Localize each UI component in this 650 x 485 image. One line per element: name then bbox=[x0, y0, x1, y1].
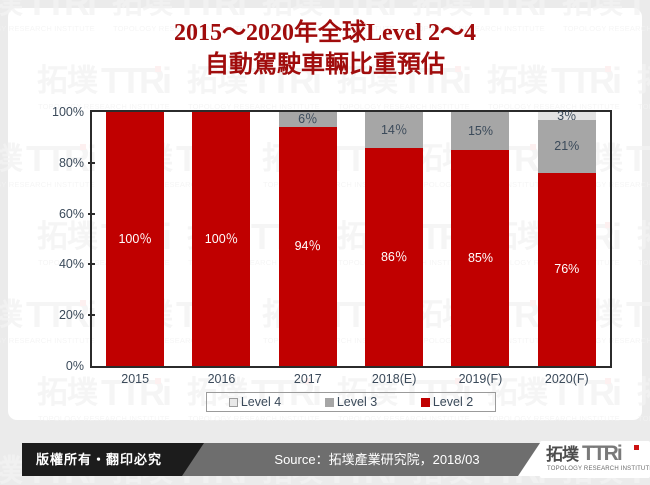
bar-segment-level-2[interactable]: 94％ bbox=[278, 127, 337, 366]
bar-segment-level-2[interactable]: 100％ bbox=[106, 112, 165, 366]
footer: 版權所有・翻印必究 Source：拓墣產業研究院，2018/03 拓墣 TTRi… bbox=[0, 441, 650, 478]
bar-group: 100％ 100％ 6％ 94％ 14％ 86％ 15% 85% 3％ 21% 76% bbox=[92, 108, 610, 366]
legend-swatch-icon bbox=[324, 397, 334, 407]
legend-swatch-icon bbox=[228, 397, 238, 407]
tri-logo-cn: 拓墣 bbox=[546, 445, 579, 464]
x-axis-category-label: 2020(F) bbox=[544, 372, 589, 386]
legend-label: Level 4 bbox=[240, 395, 282, 409]
bar-segment-label: 85% bbox=[467, 250, 493, 265]
stacked-bar-chart: 0% 20% 40% 60% 80% 100% 100％ 100％ 6％ 94％ 14％ 86％ 15… bbox=[8, 100, 642, 420]
bar-segment-label: 6％ bbox=[298, 112, 318, 127]
bar-segment-label: 94％ bbox=[294, 239, 322, 254]
bar-column[interactable]: 100％ bbox=[106, 112, 165, 366]
footer-source-text: Source：拓墣產業研究院，2018/03 bbox=[274, 452, 480, 467]
bar-segment-level-3[interactable]: 14％ bbox=[365, 112, 424, 148]
bar-segment-level-4[interactable]: 3％ bbox=[537, 108, 596, 123]
chart-title: 2015～2020年全球Level 2～4 自動駕駛車輛比重預估 bbox=[8, 17, 642, 81]
bar-segment-level-2[interactable]: 76% bbox=[537, 172, 596, 366]
legend-item-level-3[interactable]: Level 3 bbox=[324, 395, 378, 409]
y-tick-label: 0% bbox=[65, 359, 84, 373]
bar-segment-label: 3％ bbox=[557, 108, 577, 123]
x-axis-category-label: 2017 bbox=[293, 372, 322, 386]
tri-logo: 拓墣 TTRi TOPOLOGY RESEARCH INSTITUTE bbox=[518, 441, 650, 478]
chart-title-line-2: 自動駕駛車輛比重預估 bbox=[205, 52, 445, 78]
bar-segment-label: 100％ bbox=[204, 231, 239, 246]
y-tick-label: 40% bbox=[58, 257, 84, 272]
bar-column[interactable]: 14％ 86％ bbox=[365, 112, 424, 366]
x-axis-labels: 2015 2016 2017 2018(E) 2019(F) 2020(F) bbox=[92, 372, 610, 386]
bar-segment-level-3[interactable]: 15% bbox=[451, 112, 510, 151]
x-axis-category-label: 2018(E) bbox=[371, 372, 417, 386]
bar-segment-label: 86％ bbox=[380, 249, 408, 264]
bar-segment-level-2[interactable]: 100％ bbox=[192, 112, 251, 366]
bar-segment-level-3[interactable]: 6％ bbox=[278, 112, 337, 128]
plot-area bbox=[90, 110, 612, 368]
y-tick-label: 60% bbox=[58, 206, 84, 221]
bar-segment-label: 76% bbox=[554, 262, 580, 277]
y-tick-label: 100% bbox=[52, 105, 84, 119]
tri-logo-subtitle: TOPOLOGY RESEARCH INSTITUTE bbox=[547, 466, 650, 472]
legend-item-level-4[interactable]: Level 4 bbox=[228, 395, 282, 409]
tri-logo-dot-icon bbox=[634, 445, 639, 450]
bar-column[interactable]: 100％ bbox=[192, 112, 251, 366]
legend-label: Level 3 bbox=[336, 395, 378, 409]
bar-segment-level-3[interactable]: 21% bbox=[537, 119, 596, 173]
bar-column[interactable]: 3％ 21% 76% bbox=[537, 108, 596, 366]
bar-column[interactable]: 6％ 94％ bbox=[278, 112, 337, 366]
footer-copyright-text: 版權所有・翻印必究 bbox=[36, 452, 163, 467]
chart-title-line-1: 2015～2020年全球Level 2～4 bbox=[174, 20, 476, 46]
y-tick-label: 20% bbox=[58, 308, 84, 323]
bar-segment-label: 100％ bbox=[118, 231, 152, 246]
x-axis-category-label: 2019(F) bbox=[458, 372, 503, 386]
footer-copyright-bar bbox=[22, 443, 204, 476]
legend-swatch-icon bbox=[420, 397, 430, 407]
bar-segment-level-2[interactable]: 86％ bbox=[365, 147, 424, 366]
y-tick-label: 80% bbox=[58, 155, 84, 170]
bar-segment-label: 14％ bbox=[380, 122, 408, 137]
legend-item-level-2[interactable]: Level 2 bbox=[420, 395, 474, 409]
x-axis-category-label: 2015 bbox=[121, 372, 150, 386]
x-axis-category-label: 2016 bbox=[207, 372, 236, 386]
bar-segment-label: 15% bbox=[467, 123, 493, 138]
chart-legend: Level 4 Level 3 Level 2 bbox=[206, 392, 496, 412]
bar-segment-label: 21% bbox=[554, 139, 580, 154]
tri-logo-mark: TTRi bbox=[582, 442, 623, 465]
bar-column[interactable]: 15% 85% bbox=[451, 112, 510, 366]
legend-label: Level 2 bbox=[432, 395, 474, 409]
bar-segment-level-2[interactable]: 85% bbox=[451, 150, 510, 366]
